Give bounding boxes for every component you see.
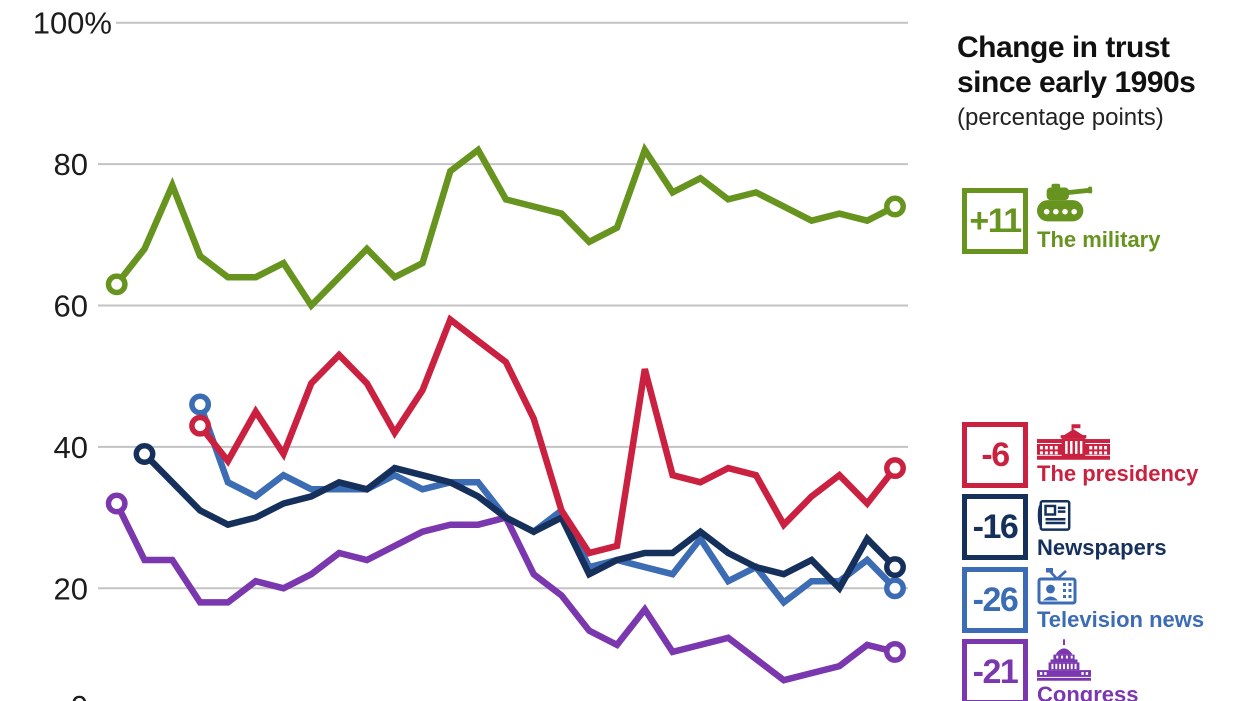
marker-start-television-news xyxy=(189,393,212,416)
change-value: -16 xyxy=(972,507,1019,546)
change-badge-the-military: +11 xyxy=(962,188,1028,254)
legend-label-the-military: The military xyxy=(1037,227,1161,252)
change-value: -6 xyxy=(981,435,1010,474)
tank-icon xyxy=(1037,183,1093,222)
marker-end-the-military xyxy=(884,195,906,218)
chart-title-line2: since early 1990s xyxy=(957,66,1196,99)
line-newspapers xyxy=(142,451,898,594)
legend-item-television-news: -26 Television news xyxy=(962,567,1204,633)
legend-item-the-military: +11 The military xyxy=(962,183,1161,254)
legend-label-congress: Congress xyxy=(1037,682,1139,701)
marker-end-congress xyxy=(884,640,906,663)
marker-end-television-news xyxy=(884,577,906,600)
marker-end-newspapers xyxy=(884,556,906,579)
line-the-military xyxy=(114,142,897,311)
change-value: +11 xyxy=(969,201,1022,240)
marker-start-congress xyxy=(105,492,128,515)
legend-item-congress: -21 xyxy=(962,639,1138,701)
chart-title: Change in trust since early 1990s (perce… xyxy=(957,30,1242,132)
legend-label-newspapers: Newspapers xyxy=(1037,535,1167,560)
change-value: -21 xyxy=(972,652,1019,691)
tv-icon xyxy=(1037,568,1077,605)
newspaper-icon xyxy=(1037,500,1071,531)
capitol-icon xyxy=(1037,639,1091,681)
y-tick-0: 0 xyxy=(71,689,88,701)
y-tick-20: 20 xyxy=(54,571,88,606)
y-tick-80: 80 xyxy=(54,147,88,182)
marker-start-the-presidency xyxy=(189,414,212,437)
legend-item-newspapers: -16 Newspapers xyxy=(962,494,1167,560)
change-badge-congress: -21 xyxy=(962,639,1028,701)
change-badge-the-presidency: -6 xyxy=(962,422,1028,488)
change-badge-television-news: -26 xyxy=(962,567,1028,633)
y-tick-60: 60 xyxy=(54,289,88,324)
marker-end-the-presidency xyxy=(884,457,906,480)
change-value: -26 xyxy=(972,580,1019,619)
change-badge-newspapers: -16 xyxy=(962,494,1028,560)
chart-title-line1: Change in trust xyxy=(957,31,1170,64)
legend-label-television-news: Television news xyxy=(1037,607,1205,632)
marker-start-newspapers xyxy=(133,443,156,465)
line-the-presidency xyxy=(197,314,898,557)
y-tick-40: 40 xyxy=(54,430,88,465)
y-tick-100: 100% xyxy=(33,6,112,41)
legend-label-the-presidency: The presidency xyxy=(1037,461,1199,486)
chart-subtitle: (percentage points) xyxy=(957,104,1164,131)
marker-start-the-military xyxy=(105,273,128,296)
legend-item-the-presidency: -6 xyxy=(962,422,1198,488)
white-house-icon xyxy=(1037,424,1110,460)
